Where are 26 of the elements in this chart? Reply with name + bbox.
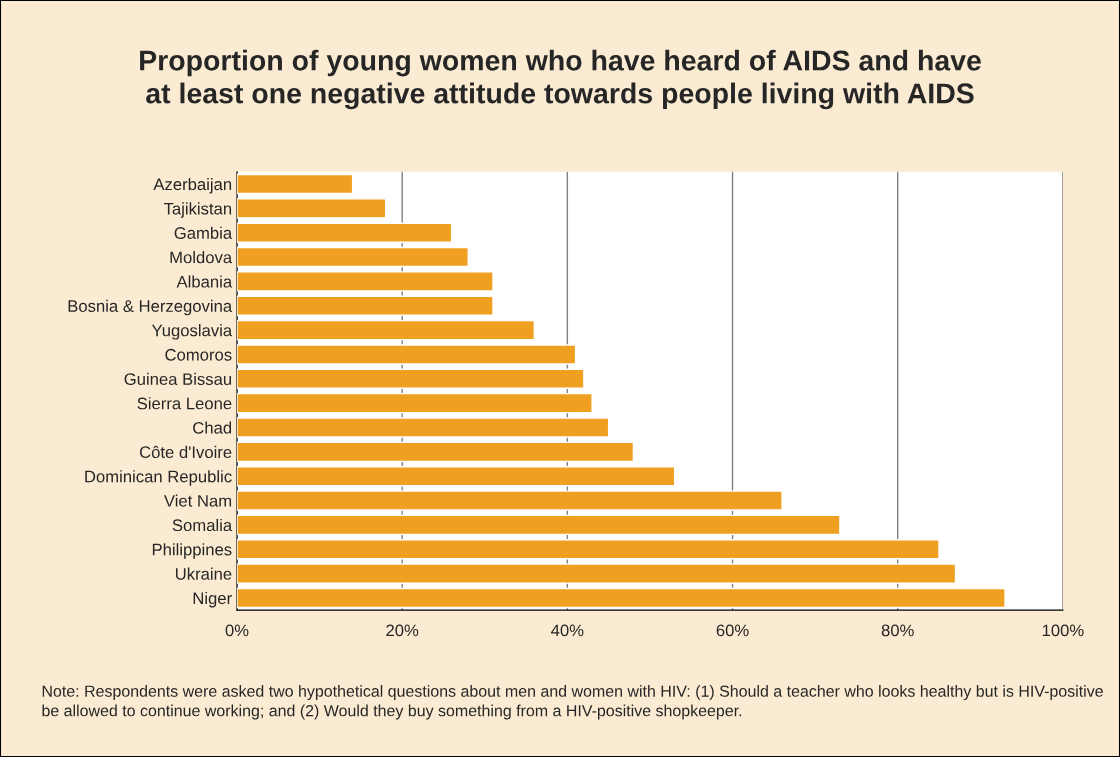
y-tick-label: Sierra Leone [137, 397, 232, 410]
x-tick-label: 60% [716, 624, 749, 637]
y-tick-label: Viet Nam [163, 494, 232, 507]
x-tick-label: 80% [881, 624, 914, 637]
y-tick-label: Gambia [174, 226, 233, 239]
y-tick-label: Comoros [165, 348, 232, 361]
x-tick-label: 100% [1042, 624, 1084, 637]
y-tick-label: Yugoslavia [151, 324, 233, 340]
y-tick-label: Bosnia & Herzegovina [68, 299, 233, 316]
y-tick-label: Azerbaijan [153, 177, 232, 194]
y-tick-label: Chad [193, 421, 232, 434]
x-tick-label: 0% [225, 624, 249, 637]
text: Note: Respondents were asked two hypothetical questions about men and women with HIV: (1) Should a teacher who looks healthy but is HIV-positive be allowed to continue working; and (2) Would they buy something from a HIV-positive shopkeeper. [42, 685, 1103, 720]
y-tick-label: Somalia [172, 518, 233, 532]
x-tick-label: 40% [551, 624, 584, 637]
y-tick-label: Moldova [170, 251, 233, 264]
y-tick-label: Tajikistan [163, 202, 232, 218]
chart-title: Proportion of young women who have heard of AIDS and have at least one negative attitude towards people living with AIDS [140, 49, 981, 110]
y-tick-label: Ukraine [175, 567, 232, 580]
y-tick-label: Côte d'Ivoire [139, 445, 232, 459]
y-tick-label: Niger [193, 591, 232, 608]
y-tick-label: Dominican Republic [85, 470, 232, 486]
y-tick-label: Guinea Bissau [124, 372, 232, 386]
y-tick-label: Philippines [152, 543, 232, 559]
y-tick-label: Albania [176, 275, 233, 288]
x-tick-label: 20% [386, 624, 419, 637]
